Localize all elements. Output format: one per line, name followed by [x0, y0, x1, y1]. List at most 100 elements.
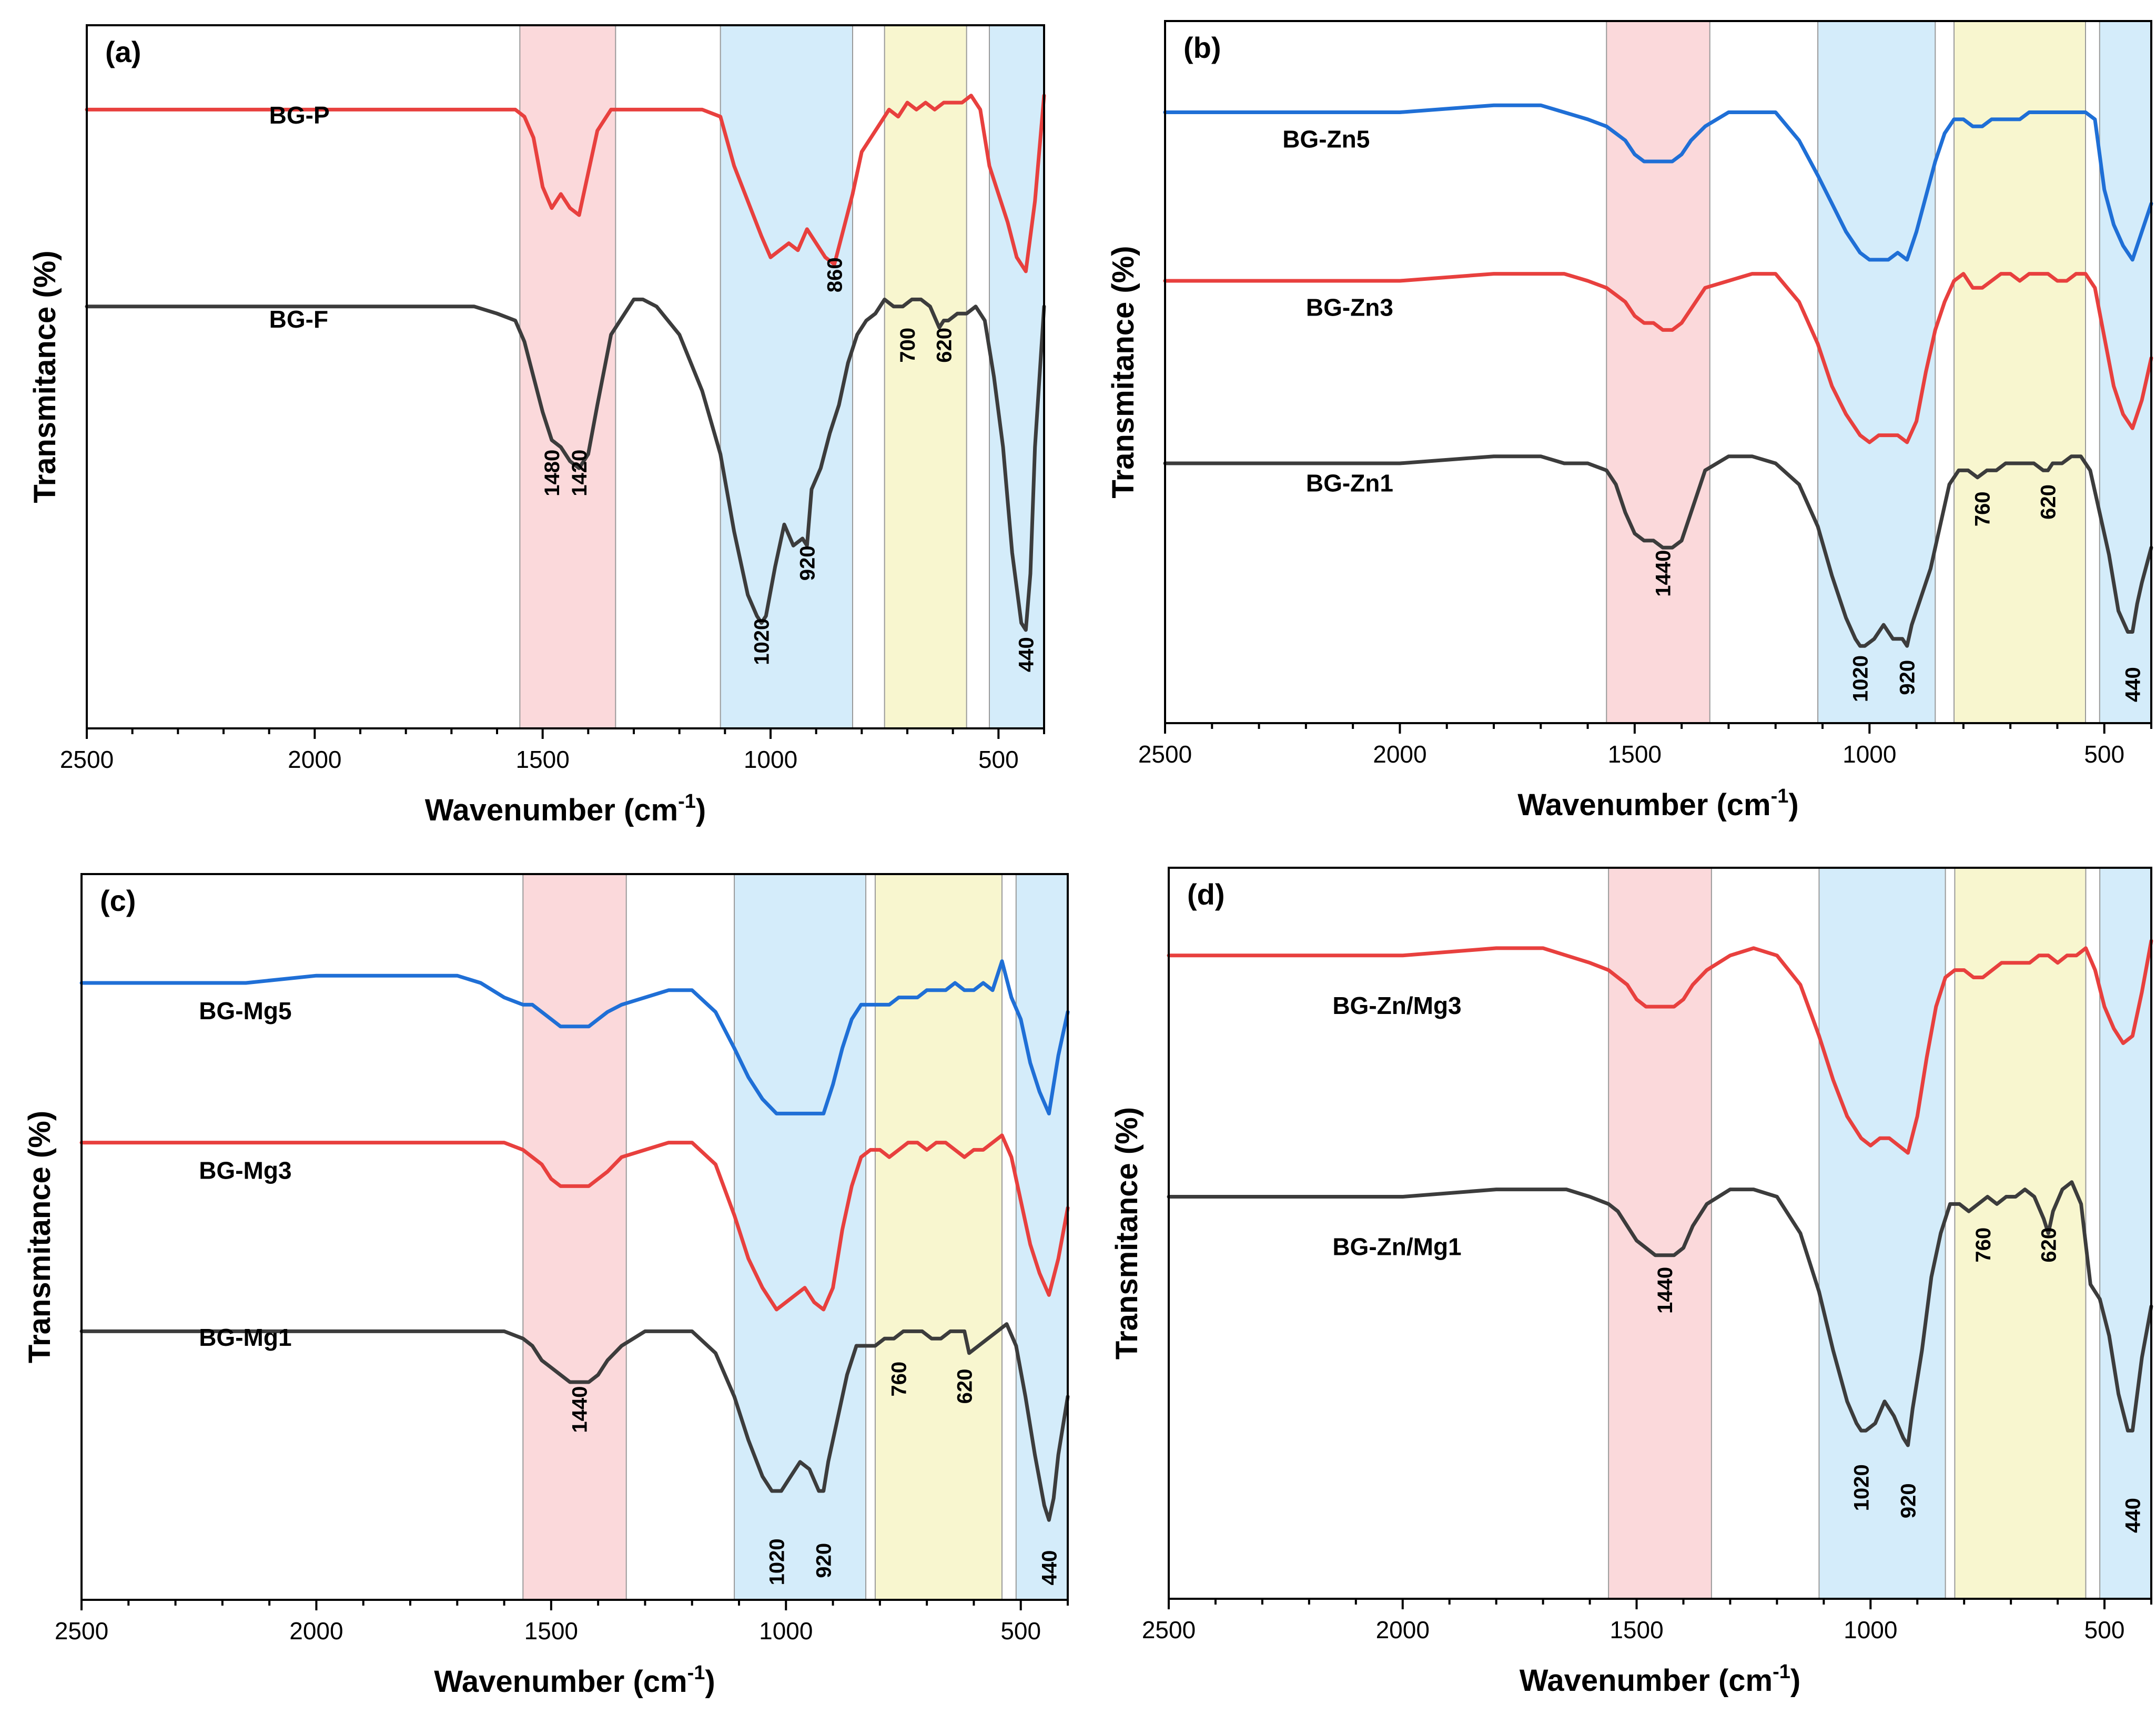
y-axis-title: Transmitance (%): [23, 1111, 57, 1363]
band-1: [734, 874, 867, 1600]
x-axis-title: Wavenumber (cm-1): [425, 790, 706, 827]
panel-d: BG-Zn/Mg3 BG-Zn/Mg1 1440 1020 920 760 620 440 25…: [1110, 867, 2153, 1698]
series-label-0: BG-Mg5: [199, 997, 291, 1024]
series-line-1: [79, 1133, 1070, 1312]
x-tick-label-4: 500: [2084, 1616, 2125, 1643]
peak-label-1: 1020: [765, 1538, 788, 1585]
peak-label-3: 760: [888, 1362, 911, 1397]
plot-frame: [80, 873, 1069, 1601]
series-line-0: [1167, 939, 2153, 1155]
peak-label-4: 620: [954, 1369, 977, 1404]
x-axis-title-sup: -1: [1771, 785, 1789, 807]
peak-label-0: 860: [823, 257, 846, 292]
x-axis-title-end: ): [1788, 788, 1798, 822]
x-axis-title-end: ): [705, 1665, 715, 1699]
series-label-0: BG-Zn5: [1282, 125, 1370, 153]
band-3: [2099, 21, 2152, 724]
x-tick-label-4: 500: [1000, 1617, 1041, 1645]
series-line-2: [79, 1322, 1070, 1522]
band-3: [989, 25, 1045, 729]
x-tick-label-3: 1000: [759, 1617, 813, 1645]
x-axis-title-main: Wavenumber (cm: [425, 793, 678, 827]
x-tick-label-3: 1000: [744, 746, 797, 773]
series-label-2: BG-Mg1: [199, 1324, 291, 1351]
series-line-1: [1167, 1180, 2153, 1447]
peak-label-4: 920: [796, 545, 819, 581]
x-tick-label-2: 1500: [524, 1617, 578, 1645]
x-axis-title-main: Wavenumber (cm: [1517, 788, 1770, 822]
peak-label-3: 760: [1972, 1227, 1995, 1263]
x-axis-title-end: ): [696, 793, 706, 827]
band-2: [874, 874, 1003, 1600]
series-label-1: BG-Zn/Mg1: [1332, 1233, 1461, 1261]
x-axis-title-main: Wavenumber (cm: [434, 1665, 687, 1699]
peak-label-0: 1440: [1654, 1267, 1677, 1314]
x-tick-label-1: 2000: [288, 746, 341, 773]
series-line-0: [85, 94, 1046, 273]
x-axis-title-sup: -1: [1773, 1661, 1790, 1683]
y-axis-title: Transmitance (%): [28, 250, 62, 503]
x-axis-title-main: Wavenumber (cm: [1520, 1663, 1773, 1698]
band-0: [522, 874, 627, 1600]
panel-c: BG-Mg5 BG-Mg3 BG-Mg1 1440 1020 920 760 620 440 25…: [23, 873, 1070, 1699]
panel-label: (a): [105, 35, 141, 68]
x-tick-label-0: 2500: [60, 746, 114, 773]
peak-label-6: 620: [933, 328, 956, 363]
series-label-2: BG-Zn1: [1306, 469, 1393, 496]
x-tick-label-1: 2000: [289, 1617, 343, 1645]
peak-label-2: 920: [1896, 660, 1919, 695]
peak-label-4: 620: [2037, 484, 2060, 520]
peak-label-1: 1480: [541, 450, 564, 496]
panel-b: BG-Zn5 BG-Zn3 BG-Zn1 1440 1020 920 760 620 440 25…: [1106, 20, 2153, 822]
peak-label-0: 1440: [568, 1386, 591, 1433]
peak-label-1: 1020: [1849, 655, 1872, 702]
series-line-1: [1163, 272, 2153, 444]
x-axis-title-end: ): [1790, 1663, 1800, 1698]
peak-label-0: 1440: [1652, 550, 1675, 597]
x-axis-title-sup: -1: [678, 790, 696, 813]
x-tick-label-2: 1500: [515, 746, 569, 773]
peak-label-2: 1420: [568, 450, 591, 496]
series-label-1: BG-F: [269, 306, 328, 333]
series-label-0: BG-Zn/Mg3: [1332, 992, 1461, 1019]
peak-label-7: 440: [1015, 637, 1038, 672]
x-tick-label-3: 1000: [1844, 1616, 1897, 1643]
plot-frame: [1168, 867, 2152, 1600]
x-tick-label-2: 1500: [1610, 1616, 1663, 1643]
peak-label-3: 1020: [751, 618, 774, 665]
peak-label-4: 620: [2037, 1227, 2060, 1263]
peak-label-5: 440: [2121, 1498, 2144, 1533]
y-axis-title: Transmitance (%): [1106, 246, 1140, 498]
series-label-1: BG-Zn3: [1306, 294, 1393, 321]
peak-label-5: 700: [896, 328, 919, 363]
band-2: [1953, 21, 2086, 724]
band-2: [884, 25, 967, 729]
x-tick-label-3: 1000: [1843, 740, 1896, 768]
series-label-1: BG-Mg3: [199, 1157, 291, 1184]
band-0: [1608, 867, 1712, 1599]
x-axis-title: Wavenumber (cm-1): [1517, 785, 1798, 822]
peak-label-5: 440: [1038, 1550, 1061, 1586]
series-line-0: [79, 959, 1070, 1115]
series-line-0: [1163, 103, 2153, 262]
plot-frame: [1164, 20, 2152, 724]
x-axis-title: Wavenumber (cm-1): [1520, 1661, 1800, 1698]
plot-frame: [86, 24, 1045, 729]
x-tick-label-0: 2500: [55, 1617, 108, 1645]
x-tick-label-1: 2000: [1373, 740, 1426, 768]
x-tick-label-4: 500: [978, 746, 1019, 773]
x-axis-title-sup: -1: [687, 1662, 705, 1684]
x-axis-title: Wavenumber (cm-1): [434, 1662, 715, 1699]
band-2: [1954, 867, 2087, 1599]
peak-label-5: 440: [2121, 667, 2144, 702]
peak-label-2: 920: [813, 1543, 836, 1578]
y-axis-title: Transmitance (%): [1110, 1107, 1144, 1359]
series-line-1: [85, 297, 1046, 632]
band-1: [1817, 21, 1936, 724]
x-tick-label-0: 2500: [1138, 740, 1192, 768]
peak-label-1: 1020: [1850, 1464, 1873, 1511]
series-label-0: BG-P: [269, 102, 330, 129]
panel-label: (d): [1187, 878, 1225, 911]
peak-label-3: 760: [1971, 491, 1995, 526]
